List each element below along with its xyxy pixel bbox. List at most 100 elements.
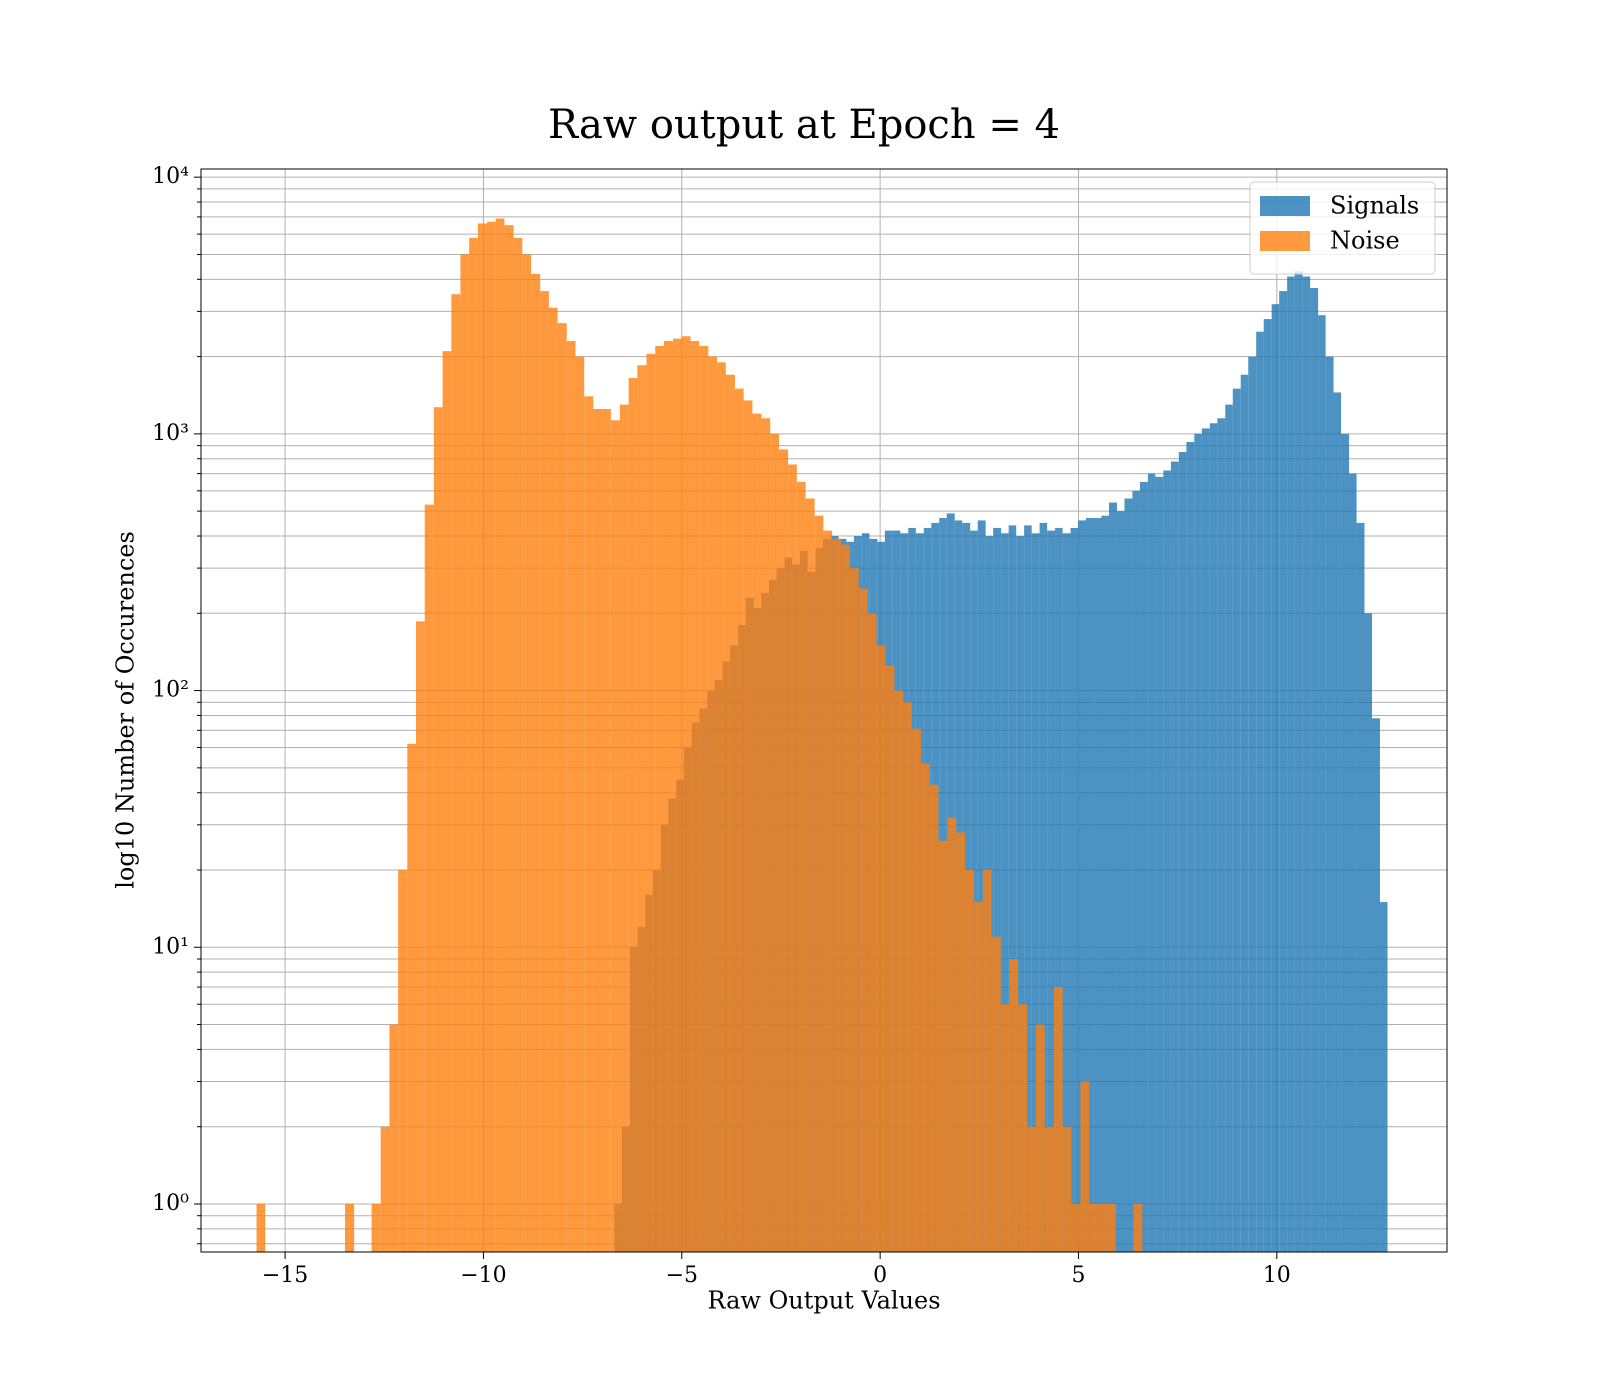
legend-swatch (1260, 196, 1310, 216)
histogram-bar (699, 345, 709, 1252)
histogram-bar (442, 351, 452, 1253)
histogram-bar (1101, 515, 1110, 1252)
histogram-bar (1000, 1004, 1010, 1252)
histogram-bar (761, 418, 771, 1252)
histogram-bar (1318, 315, 1326, 1252)
histogram-bar (407, 743, 417, 1252)
histogram-bar (1089, 1203, 1098, 1252)
histogram-bar (1124, 498, 1133, 1252)
histogram-bar (1039, 522, 1048, 1252)
histogram-bar (752, 413, 762, 1252)
histogram-bar (1178, 451, 1187, 1252)
legend-label: Signals (1330, 192, 1419, 220)
histogram-bar (977, 520, 986, 1252)
histogram-bar (371, 1203, 381, 1252)
histogram-bar (1062, 1126, 1072, 1252)
histogram-bar (867, 613, 877, 1252)
histogram-bar (540, 291, 549, 1252)
histogram-bar (1047, 530, 1056, 1252)
histogram-bar (1080, 1081, 1090, 1252)
histogram-bar (1333, 392, 1342, 1252)
histogram-bar (416, 621, 425, 1252)
bars (256, 218, 1388, 1253)
histogram-bar (788, 464, 797, 1252)
histogram-bar (619, 404, 629, 1252)
histogram-bar (460, 254, 470, 1253)
y-axis-label: log10 Number of Occurences (112, 531, 140, 889)
y-tick-label: 10¹ (152, 934, 189, 959)
histogram-bar (1225, 404, 1233, 1252)
histogram-bar (1379, 902, 1388, 1252)
plot-frame (200, 168, 1448, 1253)
histogram-bar (1325, 356, 1334, 1252)
histogram-bar (1133, 1203, 1143, 1252)
histogram-bar (628, 378, 638, 1252)
axes: −15 −10 −5 0 5 10 10⁰ 10¹ 10² 10³ 10⁴ (152, 164, 1448, 1288)
histogram-bar (1053, 987, 1063, 1252)
histogram-bar (487, 221, 496, 1252)
histogram-bar (1356, 522, 1365, 1252)
histogram-bar (1008, 525, 1017, 1252)
histogram-bar (841, 544, 850, 1252)
histogram-bar (1248, 356, 1257, 1252)
histogram-bar (1209, 423, 1218, 1252)
histogram-bar (1279, 291, 1288, 1252)
histogram-bar (1109, 502, 1117, 1253)
histogram-bar (690, 341, 700, 1252)
histogram-bar (982, 869, 992, 1252)
histogram-bar (1232, 388, 1241, 1252)
histogram-bar (1186, 441, 1195, 1252)
histogram-bar (993, 527, 1002, 1252)
histogram-bar (1287, 276, 1295, 1253)
histogram-bar (513, 237, 523, 1253)
histogram-bar (708, 356, 718, 1252)
histogram-bar (938, 840, 948, 1252)
histogram-bar (655, 345, 664, 1252)
histogram-bar (1036, 1024, 1045, 1252)
histogram-bar (584, 396, 594, 1253)
x-tick-label: −15 (262, 1263, 308, 1288)
histogram-bar (1024, 525, 1032, 1252)
x-tick-label: 5 (1071, 1263, 1085, 1288)
histogram-bar (1310, 288, 1319, 1252)
histogram-bar (1240, 374, 1249, 1252)
chart-title: Raw output at Epoch = 4 (548, 102, 1060, 148)
histogram-bar (1294, 271, 1303, 1252)
histogram-bar (1070, 527, 1079, 1252)
histogram-bar (1217, 418, 1226, 1252)
histogram-bar (1201, 428, 1210, 1253)
histogram-bar (832, 538, 842, 1252)
histogram-bar (389, 1024, 399, 1252)
histogram-bar (1194, 433, 1202, 1253)
histogram-bar (1086, 518, 1094, 1252)
histogram-bar (1016, 536, 1025, 1252)
histogram-bar (451, 294, 461, 1252)
histogram-bar (522, 254, 532, 1253)
histogram-bar (1093, 518, 1102, 1252)
histogram-bar (885, 665, 895, 1252)
histogram-bar (1062, 533, 1071, 1252)
x-tick-label: −5 (666, 1263, 698, 1288)
histogram-bar (1139, 481, 1148, 1252)
histogram-bar (1341, 433, 1350, 1253)
histogram-bar (1027, 1126, 1037, 1252)
histogram-bar (575, 356, 585, 1252)
histogram-bar (1302, 276, 1311, 1253)
histogram-bar (1071, 1203, 1081, 1252)
histogram-bar (469, 237, 478, 1253)
histogram-bar (1271, 304, 1280, 1252)
histogram-bar (380, 1126, 390, 1252)
legend: Signals Noise (1249, 181, 1436, 275)
histogram-bar (673, 338, 682, 1252)
histogram-bar (1044, 1126, 1054, 1252)
histogram-bar (557, 323, 567, 1252)
histogram-bar (1001, 533, 1009, 1252)
histogram-bar (965, 869, 975, 1252)
y-tick-label: 10³ (152, 421, 189, 446)
histogram-bar (1078, 520, 1087, 1252)
y-tick-label: 10⁰ (152, 1191, 189, 1216)
histogram-bar (796, 481, 806, 1252)
histogram-bar (1163, 470, 1171, 1253)
histogram-bar (849, 568, 859, 1252)
